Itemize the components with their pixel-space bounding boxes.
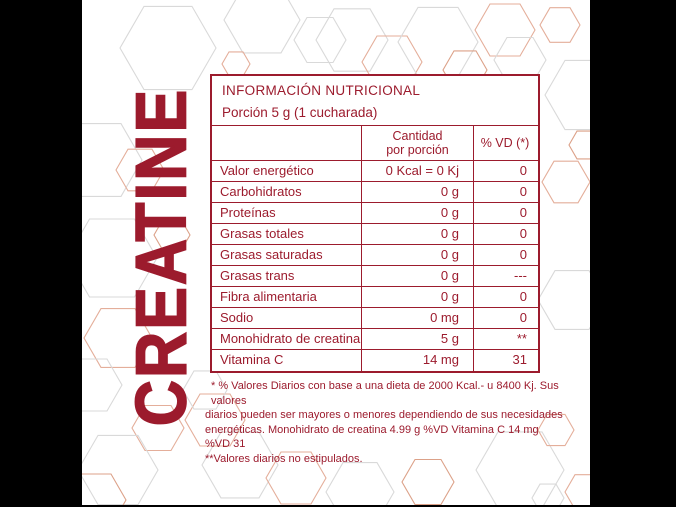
column-header-amount: Cantidad por porción [362, 126, 474, 160]
row-amount: 5 g [362, 329, 474, 349]
table-row: Grasas totales 0 g 0 [212, 224, 538, 245]
row-amount: 0 g [362, 287, 474, 307]
hexagon-pattern [82, 0, 590, 505]
table-row: Proteínas 0 g 0 [212, 203, 538, 224]
footnote-line: **Valores diarios no estipulados. [205, 452, 363, 465]
row-label: Monohidrato de creatina [212, 329, 362, 349]
table-row: Vitamina C 14 mg 31 [212, 350, 538, 371]
row-label: Grasas totales [212, 224, 362, 244]
row-amount: 0 g [362, 203, 474, 223]
table-row: Monohidrato de creatina 5 g ** [212, 329, 538, 350]
column-header-row: Cantidad por porción % VD (*) [212, 126, 538, 161]
footnote-line: * % Valores Diarios con base a una dieta… [211, 380, 559, 407]
row-vd: 0 [519, 205, 527, 220]
row-vd: 0 [519, 163, 527, 178]
row-label: Valor energético [212, 161, 362, 181]
row-label: Carbohidratos [212, 182, 362, 202]
row-label: Grasas saturadas [212, 245, 362, 265]
nutrition-table: INFORMACIÓN NUTRICIONAL Porción 5 g (1 c… [210, 74, 540, 373]
row-vd: 0 [519, 184, 527, 199]
column-header-amount-line2: por porción [386, 143, 449, 157]
footnote-line: energéticas. Monohidrato de creatina 4.9… [205, 423, 539, 451]
row-vd: 31 [512, 352, 527, 367]
row-amount: 0 Kcal = 0 Kj [362, 161, 474, 181]
row-vd: 0 [519, 289, 527, 304]
row-amount: 0 g [362, 245, 474, 265]
row-label: Grasas trans [212, 266, 362, 286]
row-label: Proteínas [212, 203, 362, 223]
row-amount: 0 mg [362, 308, 474, 328]
table-row: Grasas trans 0 g --- [212, 266, 538, 287]
table-row: Fibra alimentaria 0 g 0 [212, 287, 538, 308]
row-amount: 0 g [362, 266, 474, 286]
column-header-amount-line1: Cantidad [392, 128, 443, 143]
table-row: Sodio 0 mg 0 [212, 308, 538, 329]
row-vd: 0 [519, 310, 527, 325]
table-row: Carbohidratos 0 g 0 [212, 182, 538, 203]
serving-size: Porción 5 g (1 cucharada) [222, 105, 378, 120]
column-header-empty [212, 126, 362, 160]
row-amount: 0 g [362, 182, 474, 202]
row-label: Fibra alimentaria [212, 287, 362, 307]
row-amount: 14 mg [362, 350, 474, 371]
row-vd: 0 [519, 247, 527, 262]
row-vd: --- [514, 268, 527, 283]
nutrition-title: INFORMACIÓN NUTRICIONAL [222, 83, 421, 98]
column-header-vd: % VD (*) [480, 136, 530, 150]
row-vd: 0 [519, 226, 527, 241]
row-amount: 0 g [362, 224, 474, 244]
footnote-line: diarios pueden ser mayores o menores dep… [205, 409, 563, 421]
table-row: Valor energético 0 Kcal = 0 Kj 0 [212, 161, 538, 182]
label-background: CREATINE INFORMACIÓN NUTRICIONAL Porción… [82, 0, 590, 505]
table-row: Grasas saturadas 0 g 0 [212, 245, 538, 266]
row-label: Sodio [212, 308, 362, 328]
row-label: Vitamina C [212, 350, 362, 371]
row-vd: ** [516, 331, 527, 346]
footnote: * % Valores Diarios con base a una dieta… [205, 379, 565, 466]
nutrition-table-header: INFORMACIÓN NUTRICIONAL Porción 5 g (1 c… [212, 76, 538, 126]
brand-vertical-text: CREATINE [120, 87, 202, 427]
